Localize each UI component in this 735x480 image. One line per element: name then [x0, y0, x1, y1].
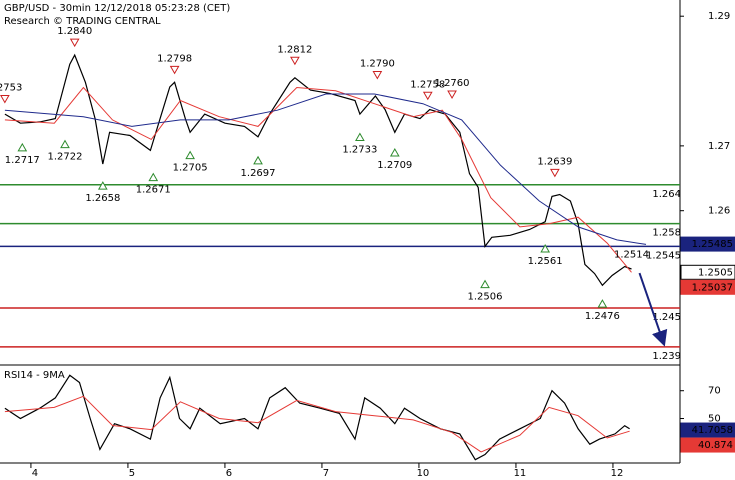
series-line [4, 53, 632, 287]
pivot-label: 1.2658 [85, 193, 120, 204]
plot-area: 1.264 1.258 1.2545 1.245 1.239 1.2753 1.2717 1.… [0, 26, 681, 461]
price-badge-label: 40.874 [698, 440, 733, 451]
pivot-marker [550, 168, 560, 178]
pivot-marker [185, 150, 195, 160]
x-tick-label: 5 [129, 468, 135, 479]
pivot-label: 1.2697 [241, 168, 276, 179]
y-tick-label: 1.27 [708, 141, 730, 152]
x-tick-label: 10 [417, 468, 430, 479]
pivot-label: 1.2709 [377, 160, 412, 171]
pivot-label: 1.2506 [468, 292, 503, 303]
x-tick-label: 12 [611, 468, 624, 479]
pivot-marker [0, 95, 10, 104]
price-badge [680, 437, 735, 453]
level-label: 1.264 [652, 189, 681, 200]
y-tick-label: 1.26 [708, 206, 730, 217]
pivot-label: 1.2790 [360, 59, 395, 70]
pivot-marker [447, 90, 457, 99]
pivot-label: 1.2758 [410, 79, 445, 90]
pivot-marker [253, 155, 263, 165]
forecast-arrow [638, 272, 668, 347]
pivot-marker [97, 181, 108, 190]
chart-title: GBP/USD - 30min 12/12/2018 05:23:28 (CET… [4, 3, 230, 14]
x-tick-label: 6 [226, 468, 232, 479]
y-tick-label: 50 [708, 414, 721, 425]
level-label: 1.239 [652, 351, 681, 362]
x-tick-label: 7 [323, 468, 329, 479]
pivot-label: 1.2639 [537, 156, 572, 167]
pivot-label: 1.2760 [435, 78, 470, 89]
price-badge [680, 236, 735, 252]
pivot-label: 1.2476 [585, 311, 620, 322]
chart-subtitle: Research © TRADING CENTRAL [4, 16, 161, 27]
series-line [4, 86, 632, 273]
pivot-label: 1.2840 [57, 26, 92, 37]
level-label: 1.2545 [646, 250, 681, 261]
pivot-label: 1.2722 [47, 152, 82, 163]
pivot-label: 1.2671 [136, 185, 171, 196]
series-line [4, 93, 647, 245]
pivot-marker [60, 139, 70, 149]
level-label: 1.258 [652, 228, 681, 239]
pivot-marker [372, 71, 383, 80]
pivot-label: 1.2717 [5, 155, 40, 166]
x-tick-label: 4 [32, 468, 38, 479]
price-badge-label: 1.25485 [692, 239, 733, 250]
pivot-marker [480, 279, 490, 289]
pivot-label: 1.2753 [0, 83, 22, 94]
pivot-marker [148, 172, 159, 182]
pivot-marker [422, 91, 433, 101]
price-badge-label: 41.7058 [692, 425, 733, 436]
pivot-label: 1.2812 [277, 44, 312, 55]
pivot-marker [389, 148, 400, 157]
price-badge [680, 264, 735, 280]
pivot-marker [17, 142, 28, 152]
price-badge-label: 1.2505 [698, 267, 733, 278]
pivot-marker [69, 38, 80, 48]
pivot-label: 1.2561 [528, 256, 563, 267]
price-badge [680, 279, 735, 295]
pivot-label: 1.2514 [614, 249, 649, 260]
pivot-label: 1.2733 [342, 144, 377, 155]
pivot-marker [169, 65, 180, 75]
y-tick-label: 70 [708, 386, 721, 397]
pivot-marker [355, 132, 365, 141]
pivot-label: 1.2705 [173, 163, 208, 174]
x-tick-label: 11 [514, 468, 527, 479]
price-badge [680, 422, 735, 438]
pivot-marker [290, 56, 300, 66]
pivot-marker [540, 243, 551, 253]
price-badge-label: 1.25037 [692, 282, 733, 293]
pivot-label: 1.2798 [157, 53, 192, 64]
pivot-marker [597, 299, 608, 308]
level-label: 1.245 [652, 312, 681, 323]
y-tick-label: 1.29 [708, 11, 730, 22]
series-line [4, 374, 630, 461]
series-line [4, 395, 630, 453]
rsi-title: RSI14 - 9MA [4, 370, 65, 381]
